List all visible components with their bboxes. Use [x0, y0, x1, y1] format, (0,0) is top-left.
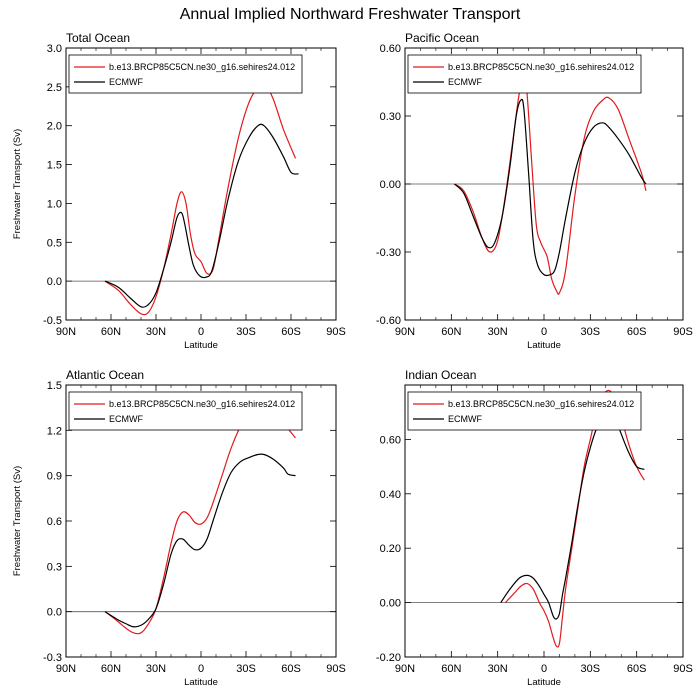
y-tick-label: -0.3	[43, 652, 62, 664]
total-ocean-series-model-line	[104, 81, 297, 316]
y-tick-label: 2.5	[47, 82, 62, 94]
legend-entry-label: b.e13.BRCP85C5CN.ne30_g16.sehires24.012	[448, 62, 634, 72]
x-tick-label: 90S	[326, 326, 346, 338]
y-tick-label: 1.0	[47, 198, 62, 210]
y-tick-label: 0.00	[380, 179, 401, 191]
total-ocean-panel: 90N 60N 30N 0 30S 60S 90S -0.5 0.0 0.5 1.0 1.5 2.0 2.…	[12, 31, 346, 351]
figure-title: Annual Implied Northward Freshwater Tran…	[180, 6, 521, 23]
x-tick-label: 0	[541, 663, 547, 675]
legend: b.e13.BRCP85C5CN.ne30_g16.sehires24.012 E…	[407, 391, 642, 431]
x-tick-label: 90S	[673, 663, 693, 675]
x-tick-label: 0	[541, 326, 547, 338]
legend-box	[68, 391, 303, 431]
x-tick-label: 60S	[627, 326, 647, 338]
indian-ocean-series-ecmwf-line	[500, 411, 645, 620]
atlantic-ocean-title: Atlantic Ocean	[66, 368, 144, 382]
x-tick-label: 60S	[281, 326, 301, 338]
y-tick-label: -0.20	[376, 652, 401, 664]
legend-entry-label: b.e13.BRCP85C5CN.ne30_g16.sehires24.012	[448, 399, 634, 409]
x-tick-label: 30S	[581, 663, 601, 675]
y-tick-label: 0.60	[380, 434, 401, 446]
legend: b.e13.BRCP85C5CN.ne30_g16.sehires24.012 E…	[407, 54, 642, 94]
legend-entry-label: b.e13.BRCP85C5CN.ne30_g16.sehires24.012	[109, 62, 295, 72]
x-tick-label: 60N	[101, 663, 121, 675]
legend-entry-label: ECMWF	[109, 77, 143, 87]
y-tick-label: -0.5	[43, 315, 62, 327]
x-axis-label: Latitude	[184, 340, 218, 351]
x-tick-label: 30N	[488, 326, 508, 338]
legend: b.e13.BRCP85C5CN.ne30_g16.sehires24.012 E…	[68, 54, 303, 94]
total-ocean-title: Total Ocean	[66, 31, 130, 45]
x-tick-label: 30S	[236, 326, 256, 338]
panels: 90N 60N 30N 0 30S 60S 90S -0.5 0.0 0.5 1.0 1.5 2.0 2.…	[12, 31, 693, 688]
legend-entry-label: ECMWF	[448, 77, 482, 87]
x-tick-label: 30S	[581, 326, 601, 338]
x-tick-label: 60S	[281, 663, 301, 675]
legend-box	[68, 54, 303, 94]
y-tick-label: 0.20	[380, 543, 401, 555]
x-tick-label: 0	[198, 326, 204, 338]
x-axis-label: Latitude	[527, 340, 561, 351]
y-axis-label: Freshwater Transport (Sv)	[12, 129, 23, 239]
x-tick-label: 90S	[673, 326, 693, 338]
x-tick-label: 60N	[441, 326, 461, 338]
pacific-ocean-panel: 90N 60N 30N 0 30S 60S 90S -0.60 -0.30 0.00 0.30 0.6…	[376, 31, 693, 351]
x-tick-label: 0	[198, 663, 204, 675]
pacific-ocean-series-ecmwf-line	[454, 98, 647, 277]
y-tick-label: 0.00	[380, 598, 401, 610]
x-axis-label: Latitude	[527, 677, 561, 688]
y-tick-label: 1.2	[47, 425, 62, 437]
x-tick-label: 90N	[56, 326, 76, 338]
y-tick-label: 2.0	[47, 121, 62, 133]
x-tick-label: 60N	[441, 663, 461, 675]
y-axis-label: Freshwater Transport (Sv)	[12, 466, 23, 576]
legend-entry-label: b.e13.BRCP85C5CN.ne30_g16.sehires24.012	[109, 399, 295, 409]
y-tick-label: 0.3	[47, 561, 62, 573]
legend-entry-label: ECMWF	[109, 414, 143, 424]
y-tick-label: 1.5	[47, 380, 62, 392]
y-tick-label: 0.40	[380, 489, 401, 501]
atlantic-ocean-series-ecmwf-line	[104, 453, 296, 628]
y-tick-label: 0.9	[47, 471, 62, 483]
indian-ocean-panel: 90N 60N 30N 0 30S 60S 90S -0.20 0.00 0.20 0.40 0.60…	[376, 368, 693, 688]
pacific-ocean-series-model-line	[454, 79, 647, 295]
atlantic-ocean-series-model-line	[104, 399, 296, 635]
x-axis-label: Latitude	[184, 677, 218, 688]
pacific-ocean-title: Pacific Ocean	[405, 31, 479, 45]
total-ocean-series-ecmwf-line	[104, 123, 299, 308]
x-tick-label: 30N	[146, 326, 166, 338]
y-tick-label: 0.0	[47, 276, 62, 288]
x-tick-label: 90S	[326, 663, 346, 675]
legend-box	[407, 54, 642, 94]
atlantic-ocean-panel: 90N 60N 30N 0 30S 60S 90S -0.3 0.0 0.3 0.6 0.9 1.2 1.…	[12, 368, 346, 688]
y-tick-label: 0.6	[47, 516, 62, 528]
y-tick-label: 0.60	[380, 43, 401, 55]
legend-box	[407, 391, 642, 431]
y-tick-label: 3.0	[47, 43, 62, 55]
x-tick-label: 30S	[236, 663, 256, 675]
x-tick-label: 90N	[56, 663, 76, 675]
y-tick-label: -0.30	[376, 247, 401, 259]
y-tick-label: 0.5	[47, 237, 62, 249]
y-tick-label: 0.0	[47, 607, 62, 619]
x-tick-label: 60S	[627, 663, 647, 675]
y-tick-label: 0.30	[380, 111, 401, 123]
y-tick-label: -0.60	[376, 315, 401, 327]
y-tick-label: 1.5	[47, 160, 62, 172]
x-tick-label: 90N	[395, 663, 415, 675]
x-tick-label: 90N	[395, 326, 415, 338]
legend: b.e13.BRCP85C5CN.ne30_g16.sehires24.012 E…	[68, 391, 303, 431]
x-tick-label: 60N	[101, 326, 121, 338]
x-tick-label: 30N	[488, 663, 508, 675]
legend-entry-label: ECMWF	[448, 414, 482, 424]
x-tick-label: 30N	[146, 663, 166, 675]
indian-ocean-title: Indian Ocean	[405, 368, 476, 382]
